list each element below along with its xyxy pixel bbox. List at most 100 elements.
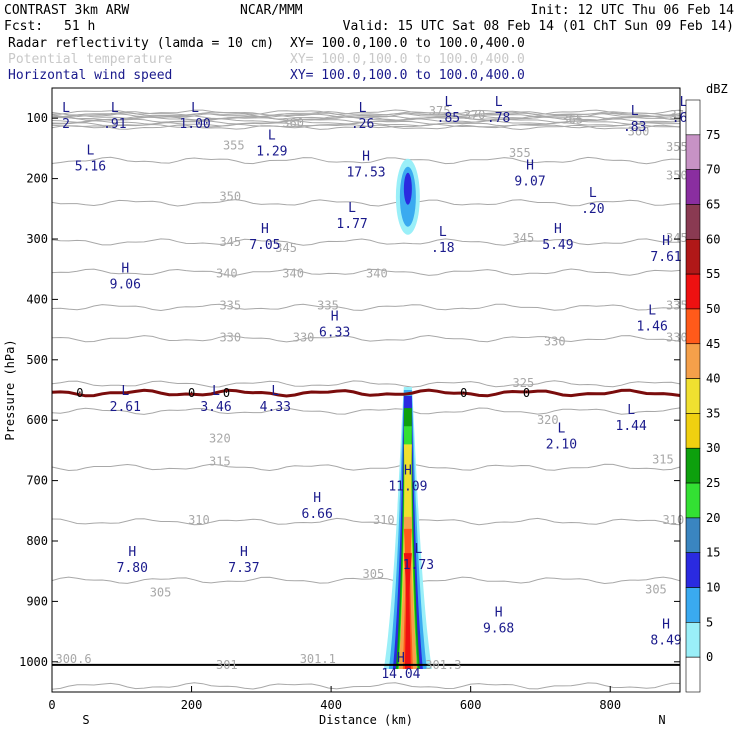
freezing-level: 0 0 0 0 0 — [51, 386, 681, 400]
wind-extremum-type: H — [313, 491, 321, 506]
colorbar-level-label: 55 — [706, 267, 720, 281]
colorbar-swatch — [685, 482, 701, 519]
wind-extremum-type: L — [648, 304, 656, 319]
colorbar-level-label: 5 — [706, 615, 713, 629]
wind-extremum-type: H — [121, 261, 129, 276]
reflectivity-layer-8 — [403, 553, 412, 670]
wind-extremum-value: .85 — [437, 111, 460, 126]
colorbar-level-label: 10 — [706, 581, 720, 595]
init-time: Init: 12 UTC Thu 06 Feb 14 — [531, 3, 735, 18]
wind-extremum-value: 6.66 — [302, 507, 333, 522]
theta-label: 315 — [209, 454, 231, 468]
y-tick-label: 200 — [26, 172, 48, 186]
colorbar-swatch — [685, 238, 701, 275]
theta-label: 335 — [317, 298, 339, 312]
colorbar-swatch — [685, 656, 701, 693]
model-title: CONTRAST 3km ARW — [4, 3, 129, 18]
colorbar-level-label: 0 — [706, 650, 713, 664]
theta-label: 330 — [666, 330, 688, 344]
theta-label: 330 — [544, 335, 566, 349]
theta-label: 355 — [509, 146, 531, 160]
wind-extremum-value: .18 — [431, 241, 454, 256]
theta-label: 301.1 — [300, 652, 336, 666]
y-tick-label: 300 — [26, 232, 48, 246]
y-tick-label: 900 — [26, 594, 48, 608]
theta-label: 330 — [293, 330, 315, 344]
x-axis-label: Distance (km) — [319, 713, 413, 727]
colorbar-swatch — [685, 517, 701, 554]
theta-label: 310 — [663, 513, 685, 527]
wind-extremum-type: H — [495, 606, 503, 621]
theta-label: 370 — [464, 108, 486, 122]
wind-extremum-type: L — [191, 101, 199, 116]
forecast-label: Fcst: — [4, 19, 43, 34]
wind-extremum-value: .78 — [487, 111, 510, 126]
theta-contour-upper — [51, 121, 680, 127]
wind-extremum-type: L — [212, 384, 220, 399]
theta-label: 340 — [282, 266, 304, 280]
freezing-level-label: 0 — [76, 386, 83, 400]
theta-contour-375 — [51, 109, 681, 115]
valid-time: Valid: 15 UTC Sat 08 Feb 14 (01 ChT Sun … — [343, 19, 734, 34]
colorbar-level-label: 25 — [706, 476, 720, 490]
wind-extremum-value: 2 — [62, 117, 70, 132]
theta-labels: 300.6 301 301.1 301.3 305 305 305 310 310 310 315 3… — [55, 104, 691, 672]
theta-label: 310 — [188, 513, 210, 527]
wind-extremum-type: H — [362, 150, 370, 165]
field-3-name: Horizontal wind speed — [8, 68, 172, 83]
theta-contour-315 — [51, 463, 681, 472]
wind-extremum-value: 7.37 — [228, 561, 259, 576]
wind-extremum-value: .20 — [581, 202, 604, 217]
wind-extremum-type: H — [662, 234, 670, 249]
wind-extremum-value: 7.61 — [650, 250, 681, 265]
theta-label: 355 — [223, 138, 245, 152]
theta-contour-330 — [51, 334, 681, 343]
theta-contour-340 — [51, 268, 681, 276]
wind-extremum-value: 6.33 — [319, 326, 350, 341]
wind-extremum-value: 1.00 — [179, 117, 210, 132]
wind-extremum-type: L — [271, 384, 279, 399]
center-label: NCAR/MMM — [240, 3, 303, 18]
wind-extremum-value: 17.53 — [346, 166, 385, 181]
colorbar-swatch — [685, 134, 701, 170]
y-tick-label: 400 — [26, 292, 48, 306]
wind-extremum-type: L — [439, 225, 447, 240]
colorbar-level-label: 30 — [706, 441, 720, 455]
wind-extremum-value: 1.44 — [616, 419, 647, 434]
colorbar-swatch — [685, 378, 701, 414]
wind-extremum-value: .91 — [103, 117, 126, 132]
freezing-level-label: 0 — [460, 386, 467, 400]
theta-contour-335 — [51, 303, 681, 312]
colorbar-level-label: 35 — [706, 406, 720, 420]
wind-extremum-type: H — [128, 545, 136, 560]
y-tick-label: 100 — [26, 111, 48, 125]
x-axis-start-label: S — [82, 713, 89, 727]
field-1-xy: XY= 100.0,100.0 to 100.0,400.0 — [290, 36, 525, 51]
wind-extremum-type: L — [121, 384, 129, 399]
wind-extremum-value: 2.61 — [110, 400, 141, 415]
wind-extremum-value: 1.73 — [403, 558, 434, 573]
theta-label: 345 — [275, 241, 297, 255]
theta-label: 305 — [150, 585, 172, 599]
colorbar-unit: dBZ — [706, 82, 728, 96]
wind-extremum-value: 1.46 — [636, 320, 667, 335]
theta-contour-325 — [51, 380, 681, 388]
x-tick-label: 800 — [599, 698, 621, 712]
freezing-level-line — [51, 388, 681, 398]
y-tick-label: 600 — [26, 413, 48, 427]
theta-label: 305 — [363, 567, 385, 581]
theta-label: 365 — [561, 112, 583, 126]
wind-extremum-type: H — [261, 222, 269, 237]
freezing-level-label: 0 — [523, 386, 530, 400]
wind-extremum-type: L — [631, 104, 639, 119]
theta-label: 301 — [216, 658, 238, 672]
colorbar-swatch — [685, 343, 701, 379]
field-3-xy: XY= 100.0,100.0 to 100.0,400.0 — [290, 68, 525, 83]
colorbar-level-label: 60 — [706, 232, 720, 246]
wind-extremum-value: 9.68 — [483, 622, 514, 637]
colorbar-level-label: 45 — [706, 337, 720, 351]
wind-extremum-value: 5.49 — [542, 238, 573, 253]
